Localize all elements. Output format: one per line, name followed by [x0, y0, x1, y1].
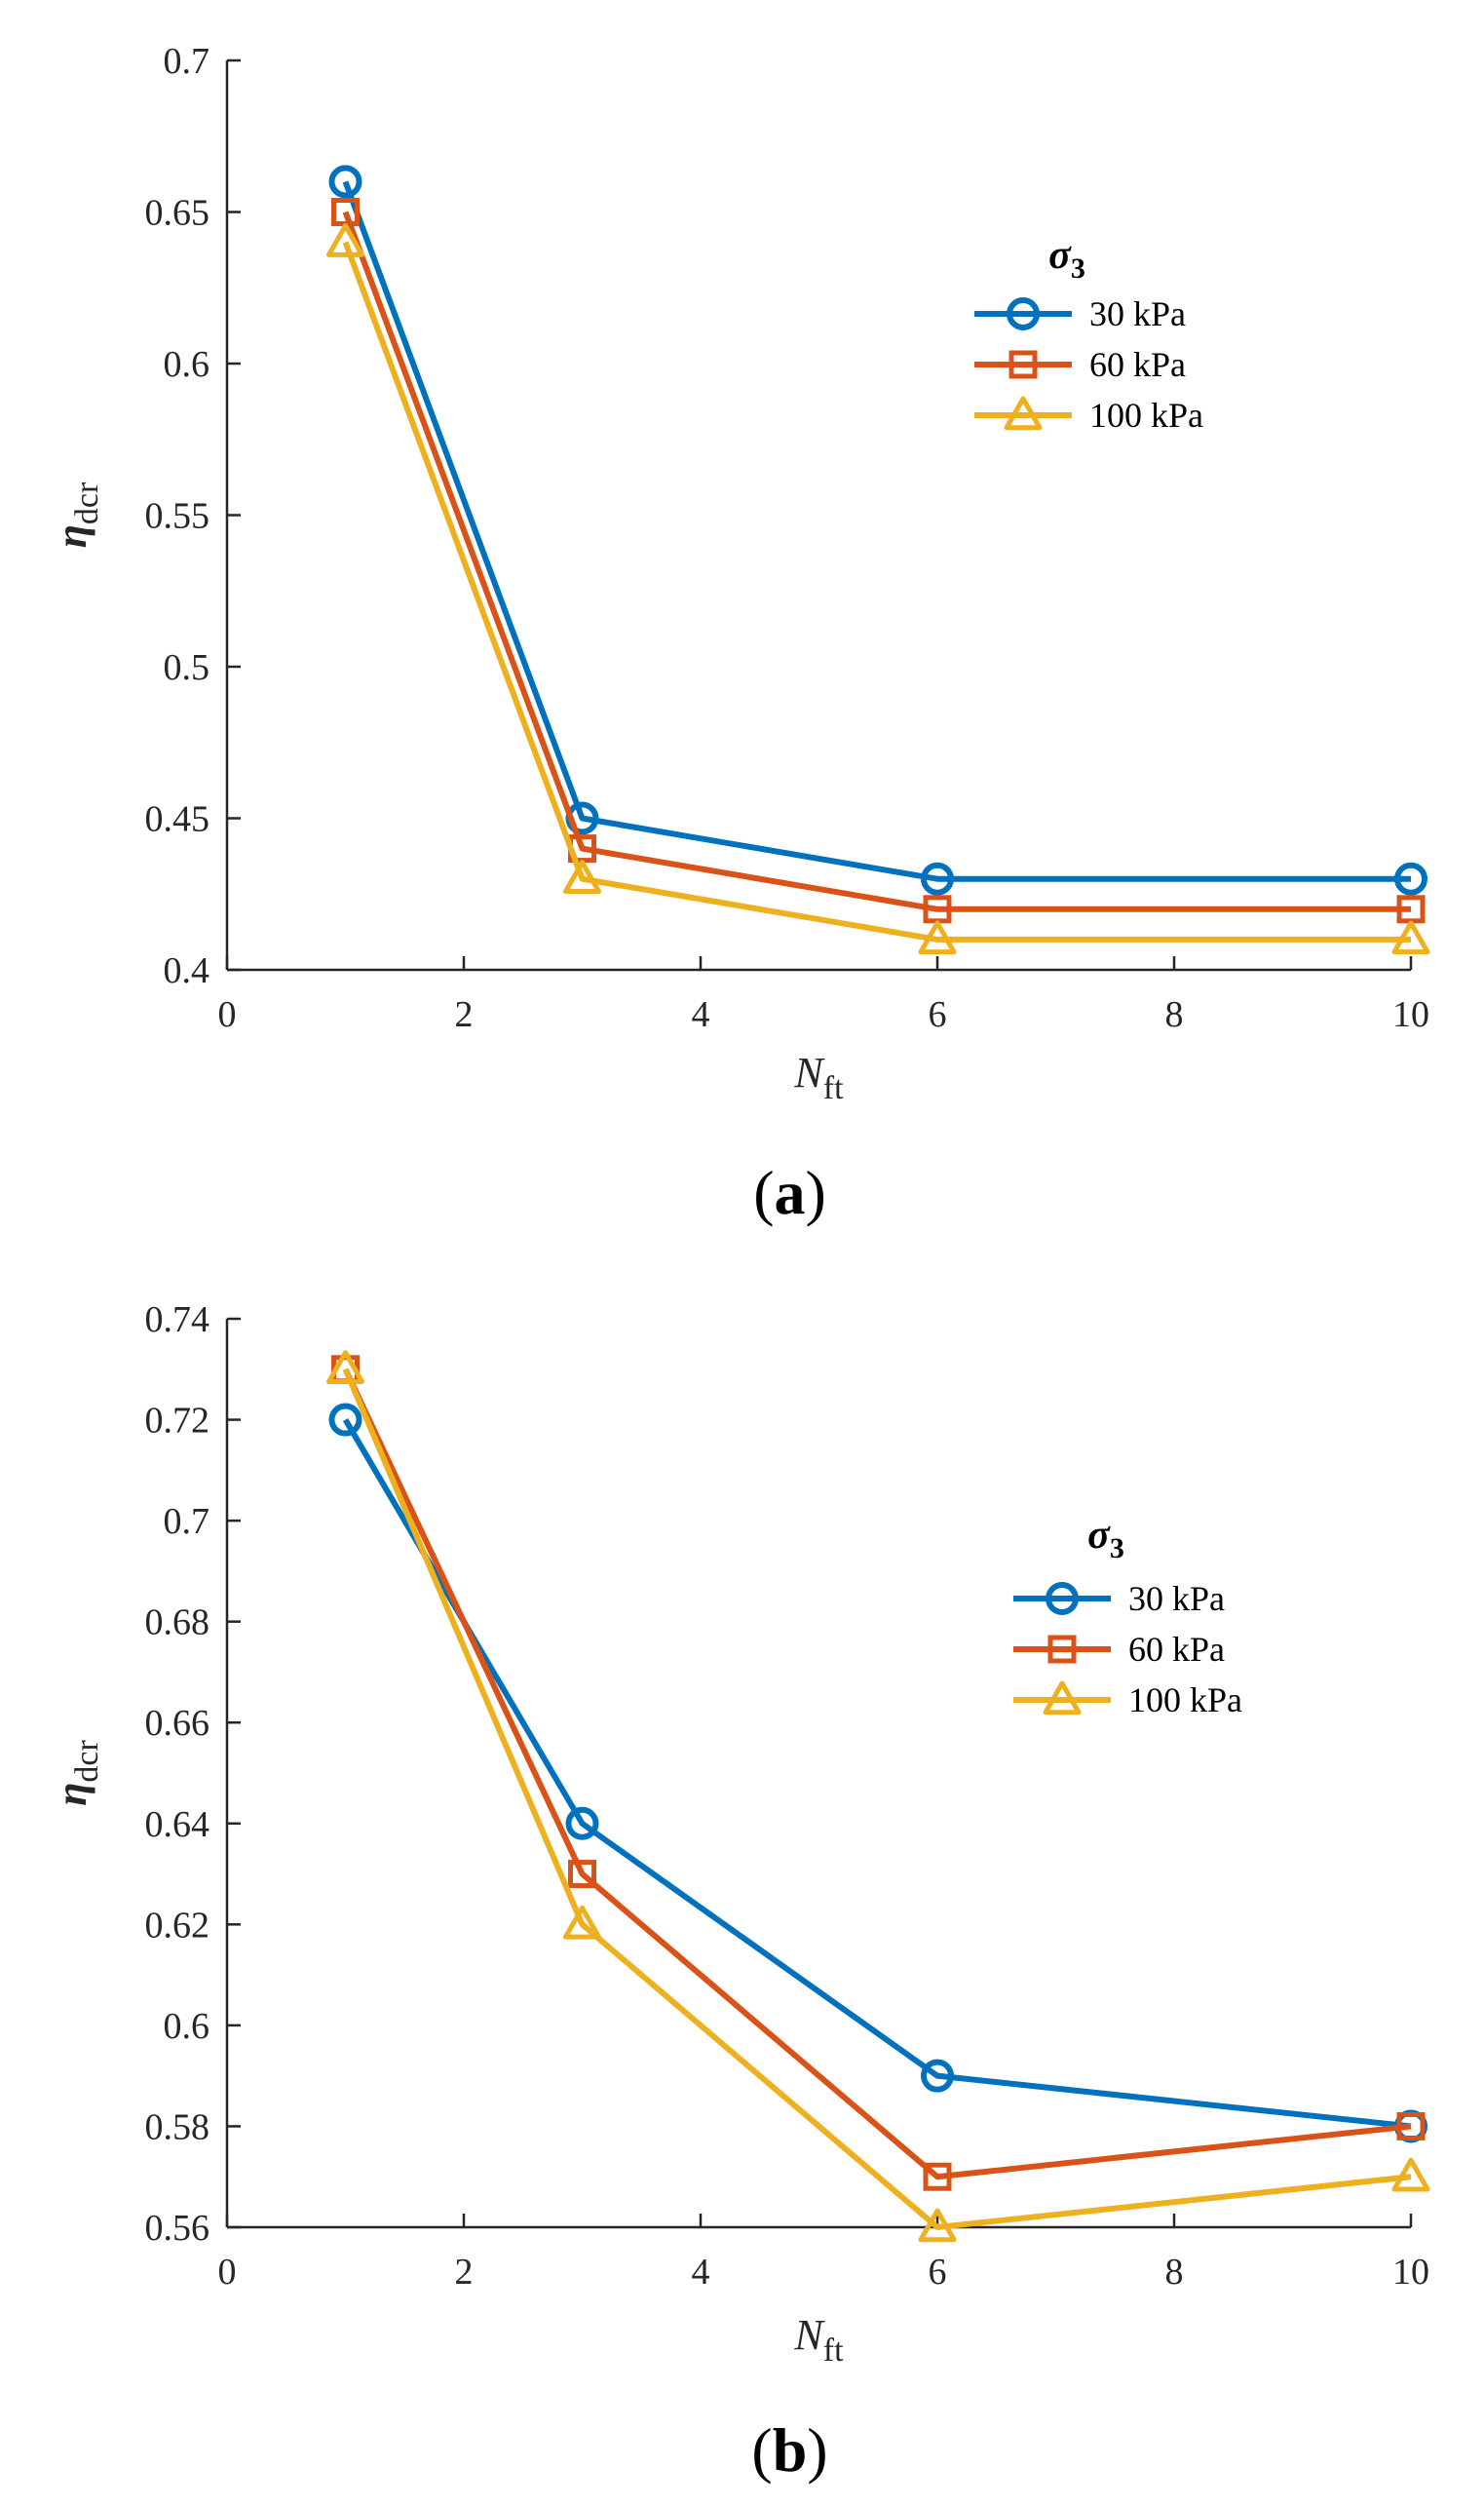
data-point-marker — [326, 223, 364, 257]
panel-label: (a) — [753, 1158, 826, 1227]
legend-marker — [1008, 350, 1038, 379]
series-line — [342, 180, 1411, 882]
y-tick-label: 0.7 — [164, 1501, 210, 1542]
legend-title: σ3 — [1048, 233, 1085, 285]
series-60-kpa — [331, 1355, 1426, 2191]
series-line — [342, 1418, 1412, 2130]
y-axis-title: ηdcr — [48, 1740, 105, 1806]
panel-label: (b) — [751, 2415, 827, 2485]
y-tick-label: 0.58 — [145, 2106, 210, 2147]
legend-marker — [1046, 1582, 1079, 1615]
y-tick-label: 0.7 — [164, 41, 210, 82]
series-60-kpa — [331, 198, 1426, 924]
y-tick-label: 0.64 — [145, 1804, 210, 1845]
data-point-marker — [918, 920, 957, 955]
y-tick-label: 0.62 — [145, 1905, 210, 1946]
x-tick-label: 4 — [692, 994, 710, 1035]
chart-panel-a: 0.4 0.45 0.5 0.55 0.6 0.65 0.7 0 2 4 6 8 10 Nft ηdcr σ3… — [48, 41, 1430, 1227]
legend-label: 100 kPa — [1089, 396, 1203, 435]
data-point-marker — [563, 1905, 601, 1940]
y-tick-label: 0.55 — [145, 496, 210, 537]
chart-panel-b: 0.56 0.58 0.6 0.62 0.64 0.66 0.68 0.7 0.72 0.74 0 2… — [48, 1299, 1430, 2485]
legend-label: 30 kPa — [1089, 294, 1186, 333]
x-tick-label: 10 — [1392, 994, 1429, 1035]
data-point-marker — [921, 862, 954, 896]
data-point-marker — [921, 2059, 954, 2093]
series-line — [342, 1368, 1412, 2180]
legend-marker — [1007, 297, 1040, 330]
x-tick-label: 0 — [218, 2252, 237, 2293]
data-point-marker — [1391, 920, 1430, 955]
x-tick-label: 2 — [455, 994, 474, 1035]
y-axis-title: ηdcr — [48, 482, 105, 548]
data-point-marker — [565, 1806, 599, 1840]
y-tick-label: 0.56 — [145, 2208, 210, 2249]
legend-marker — [1047, 1635, 1077, 1664]
x-tick-label: 2 — [455, 2252, 474, 2293]
x-tick-label: 0 — [218, 994, 237, 1035]
y-tick-label: 0.6 — [164, 344, 210, 385]
series-30-kpa — [328, 165, 1427, 896]
data-point-marker — [326, 1350, 364, 1385]
data-point-marker — [1391, 2157, 1430, 2192]
y-tick-label: 0.6 — [164, 2006, 210, 2047]
data-point-marker — [1396, 2111, 1426, 2140]
series-line — [342, 241, 1411, 943]
y-tick-label: 0.4 — [164, 950, 210, 991]
data-point-marker — [568, 1860, 596, 1889]
y-tick-label: 0.66 — [145, 1703, 210, 1744]
data-point-marker — [328, 1403, 362, 1437]
y-tick-label: 0.5 — [164, 647, 210, 688]
legend-label: 100 kPa — [1128, 1680, 1242, 1719]
x-tick-label: 8 — [1165, 994, 1184, 1035]
series-line — [342, 211, 1411, 912]
x-axis-title: Nft — [793, 2311, 844, 2369]
legend-label: 30 kPa — [1128, 1579, 1225, 1618]
x-axis-title: Nft — [793, 1049, 844, 1106]
x-tick-label: 4 — [692, 2252, 710, 2293]
data-point-marker — [923, 2162, 952, 2191]
series-100-kpa — [326, 223, 1430, 955]
x-tick-label: 10 — [1392, 2252, 1429, 2293]
series-100-kpa — [326, 1350, 1430, 2243]
data-point-marker — [328, 165, 362, 199]
y-tick-label: 0.65 — [145, 193, 210, 234]
y-tick-label: 0.74 — [145, 1299, 210, 1340]
legend-marker — [1004, 396, 1043, 431]
y-tick-label: 0.72 — [145, 1401, 210, 1442]
data-point-marker — [563, 860, 601, 894]
series-line — [342, 1368, 1412, 2230]
x-tick-label: 6 — [929, 2252, 947, 2293]
data-point-marker — [1394, 862, 1427, 896]
x-tick-label: 6 — [929, 994, 947, 1035]
series-30-kpa — [328, 1403, 1427, 2143]
data-point-marker — [918, 2208, 957, 2243]
y-tick-label: 0.45 — [145, 799, 210, 840]
legend-title: σ3 — [1087, 1513, 1124, 1564]
y-tick-label: 0.68 — [145, 1602, 210, 1643]
legend-label: 60 kPa — [1089, 345, 1186, 384]
legend-label: 60 kPa — [1128, 1630, 1225, 1669]
legend-marker — [1043, 1680, 1082, 1716]
x-tick-label: 8 — [1165, 2252, 1184, 2293]
